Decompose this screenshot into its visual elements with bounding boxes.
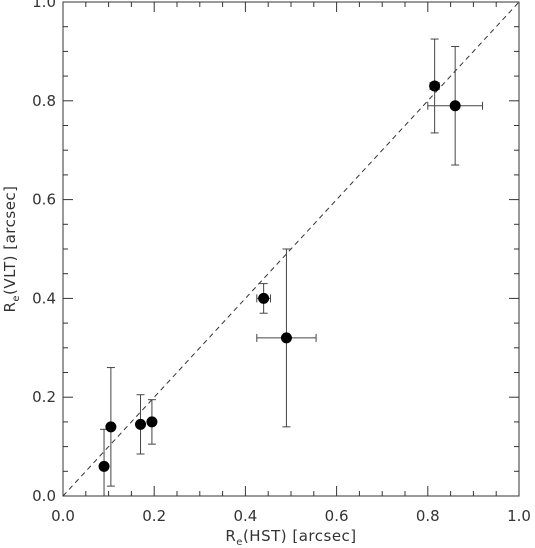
data-point [258, 292, 270, 304]
x-tick-label: 1.0 [507, 507, 531, 525]
x-tick-label: 0.6 [325, 507, 349, 525]
reference-line [62, 1, 520, 497]
y-axis-label: Re(VLT) [arcsec] [1, 185, 22, 312]
x-tick-label: 0.2 [142, 507, 166, 525]
data-point [280, 332, 292, 344]
x-tick-label: 0.4 [233, 507, 257, 525]
y-tick-label: 0.4 [32, 289, 56, 307]
x-axis-label: Re(HST) [arcsec] [225, 527, 356, 548]
data-point [105, 421, 117, 433]
data-point [135, 418, 147, 430]
y-tick-label: 1.0 [32, 0, 56, 11]
data-points [98, 80, 461, 472]
reference-line-layer [62, 1, 520, 497]
x-tick-label: 0.8 [416, 507, 440, 525]
x-tick-label: 0.0 [51, 507, 75, 525]
axis-tick-labels: 0.0 0.2 0.4 0.6 0.8 1.0 0.0 0.2 0.4 0.6 0.8 1.0 [32, 0, 531, 525]
data-point [429, 80, 441, 92]
data-point [146, 416, 158, 428]
y-tick-label: 0.8 [32, 92, 56, 110]
y-tick-label: 0.2 [32, 388, 56, 406]
y-tick-label: 0.6 [32, 191, 56, 209]
errorbar-layer [100, 38, 484, 497]
y-tick-label: 0.0 [32, 487, 56, 505]
data-point [449, 100, 461, 112]
axis-ticks [62, 1, 520, 497]
data-point [98, 460, 110, 472]
